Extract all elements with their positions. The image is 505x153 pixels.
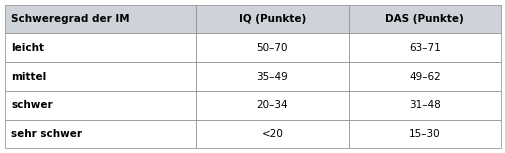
Bar — [5, 33, 195, 62]
Bar — [348, 120, 500, 148]
Text: 63–71: 63–71 — [408, 43, 440, 53]
Bar — [195, 120, 348, 148]
Bar — [5, 91, 195, 120]
Text: 15–30: 15–30 — [408, 129, 440, 139]
Text: 49–62: 49–62 — [408, 71, 440, 82]
Bar — [5, 5, 195, 33]
Bar — [195, 91, 348, 120]
Bar — [348, 62, 500, 91]
Text: mittel: mittel — [11, 71, 46, 82]
Bar — [348, 91, 500, 120]
Text: IQ (Punkte): IQ (Punkte) — [238, 14, 306, 24]
Bar — [5, 120, 195, 148]
Text: sehr schwer: sehr schwer — [11, 129, 82, 139]
Text: 35–49: 35–49 — [256, 71, 288, 82]
Bar — [348, 5, 500, 33]
Bar — [195, 33, 348, 62]
Bar — [195, 62, 348, 91]
Text: <20: <20 — [261, 129, 283, 139]
Bar — [5, 62, 195, 91]
Bar — [195, 5, 348, 33]
Text: 20–34: 20–34 — [256, 100, 287, 110]
Text: DAS (Punkte): DAS (Punkte) — [385, 14, 463, 24]
Text: schwer: schwer — [11, 100, 53, 110]
Bar — [348, 33, 500, 62]
Text: Schweregrad der IM: Schweregrad der IM — [11, 14, 129, 24]
Text: 50–70: 50–70 — [256, 43, 287, 53]
Text: leicht: leicht — [11, 43, 44, 53]
Text: 31–48: 31–48 — [408, 100, 440, 110]
